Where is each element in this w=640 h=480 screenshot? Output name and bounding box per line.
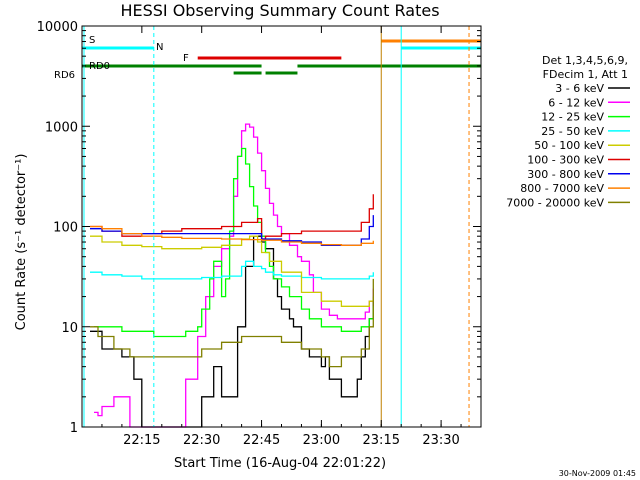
y-tick-label-1: 10 [61,321,78,336]
y-axis-label: Count Rate (s⁻¹ detector⁻¹) [14,154,29,331]
x-ticks: 22:15 22:30 22:45 23:00 23:15 23:30 [81,26,482,448]
annotation-bars [82,39,481,75]
x-tick-label-0: 22:15 [123,433,160,448]
series-line-1 [94,123,374,428]
legend-label-5: 100 - 300 keV [527,154,604,167]
series-line-8 [90,278,374,368]
series-line-7 [90,225,374,246]
legend-label-1: 6 - 12 keV [548,96,604,109]
x-tick-label-2: 22:45 [243,433,280,448]
series-line-2 [94,147,374,338]
legend-label-7: 800 - 7000 keV [520,182,604,195]
footer-timestamp: 30-Nov-2009 01:45 [559,469,636,478]
legend-header-line-1: Det 1,3,4,5,6,9, [542,54,628,67]
x-tick-label-5: 23:30 [422,433,459,448]
legend-header-line-2: FDecim 1, Att 1 [543,68,628,81]
series-line-4 [90,235,374,307]
legend-label-2: 12 - 25 keV [541,111,604,124]
x-axis-label: Start Time (16-Aug-04 22:01:22) [174,456,386,471]
x-tick-label-1: 22:30 [183,433,220,448]
y-tick-label-2: 100 [53,221,78,236]
series-line-3 [90,260,374,280]
annotation-label-rd6: RD6 [54,70,75,81]
y-tick-label-3: 1000 [45,120,78,135]
annotation-label-f: F [183,53,189,64]
y-ticks: 1 10 100 1000 10000 [37,20,481,436]
annotation-label-rd0: RD0 [89,61,110,72]
legend-label-3: 25 - 50 keV [541,125,604,138]
legend-label-8: 7000 - 20000 keV [506,196,604,209]
annotation-label-s: S [89,35,95,46]
y-tick-label-4: 10000 [37,20,78,35]
chart-title: HESSI Observing Summary Count Rates [120,1,439,20]
annotation-label-n: N [156,42,163,53]
legend-label-6: 300 - 800 keV [527,168,604,181]
x-tick-label-3: 23:00 [303,433,340,448]
legend-label-0: 3 - 6 keV [555,82,604,95]
y-tick-label-0: 1 [70,421,78,436]
x-tick-label-4: 23:15 [363,433,400,448]
legend-label-4: 50 - 100 keV [534,139,604,152]
